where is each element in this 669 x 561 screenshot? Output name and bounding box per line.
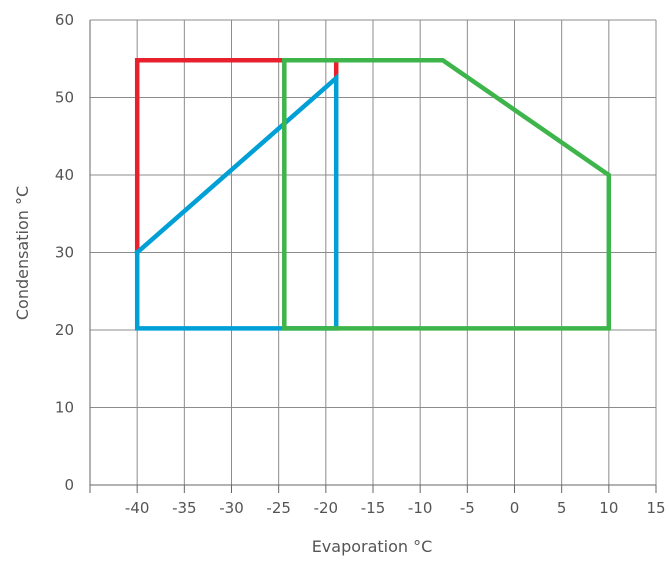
y-axis-label: Condensation °C — [13, 186, 32, 320]
x-tick-label: 10 — [599, 499, 618, 517]
x-tick-label: -5 — [460, 499, 475, 517]
grid — [90, 19, 657, 486]
tick-labels: -40 -35 -30 -25 -20 -15 -10 -5 0 5 10 15 0 10 20 30 40 50… — [55, 11, 666, 517]
x-tick-label: 15 — [646, 499, 665, 517]
axes — [89, 20, 657, 493]
series-line-1 — [134, 58, 339, 255]
x-tick-label: -15 — [361, 499, 386, 517]
y-tick-label: 40 — [55, 166, 74, 184]
x-tick-label: -10 — [408, 499, 433, 517]
y-tick-label: 30 — [55, 244, 74, 262]
series-group — [134, 58, 612, 331]
y-tick-label: 50 — [55, 89, 74, 107]
x-tick-label: 5 — [557, 499, 567, 517]
series-line-3 — [282, 58, 612, 331]
series-line-2 — [134, 73, 339, 331]
x-tick-label: -30 — [219, 499, 244, 517]
y-tick-label: 20 — [55, 321, 74, 339]
x-axis-label: Evaporation °C — [312, 537, 433, 556]
x-tick-label: 0 — [510, 499, 520, 517]
y-tick-label: 0 — [64, 476, 74, 494]
x-tick-label: -40 — [125, 499, 150, 517]
y-tick-label: 10 — [55, 399, 74, 417]
x-tick-label: -25 — [266, 499, 291, 517]
x-tick-label: -35 — [172, 499, 197, 517]
x-tick-label: -20 — [314, 499, 339, 517]
y-tick-label: 60 — [55, 11, 74, 29]
